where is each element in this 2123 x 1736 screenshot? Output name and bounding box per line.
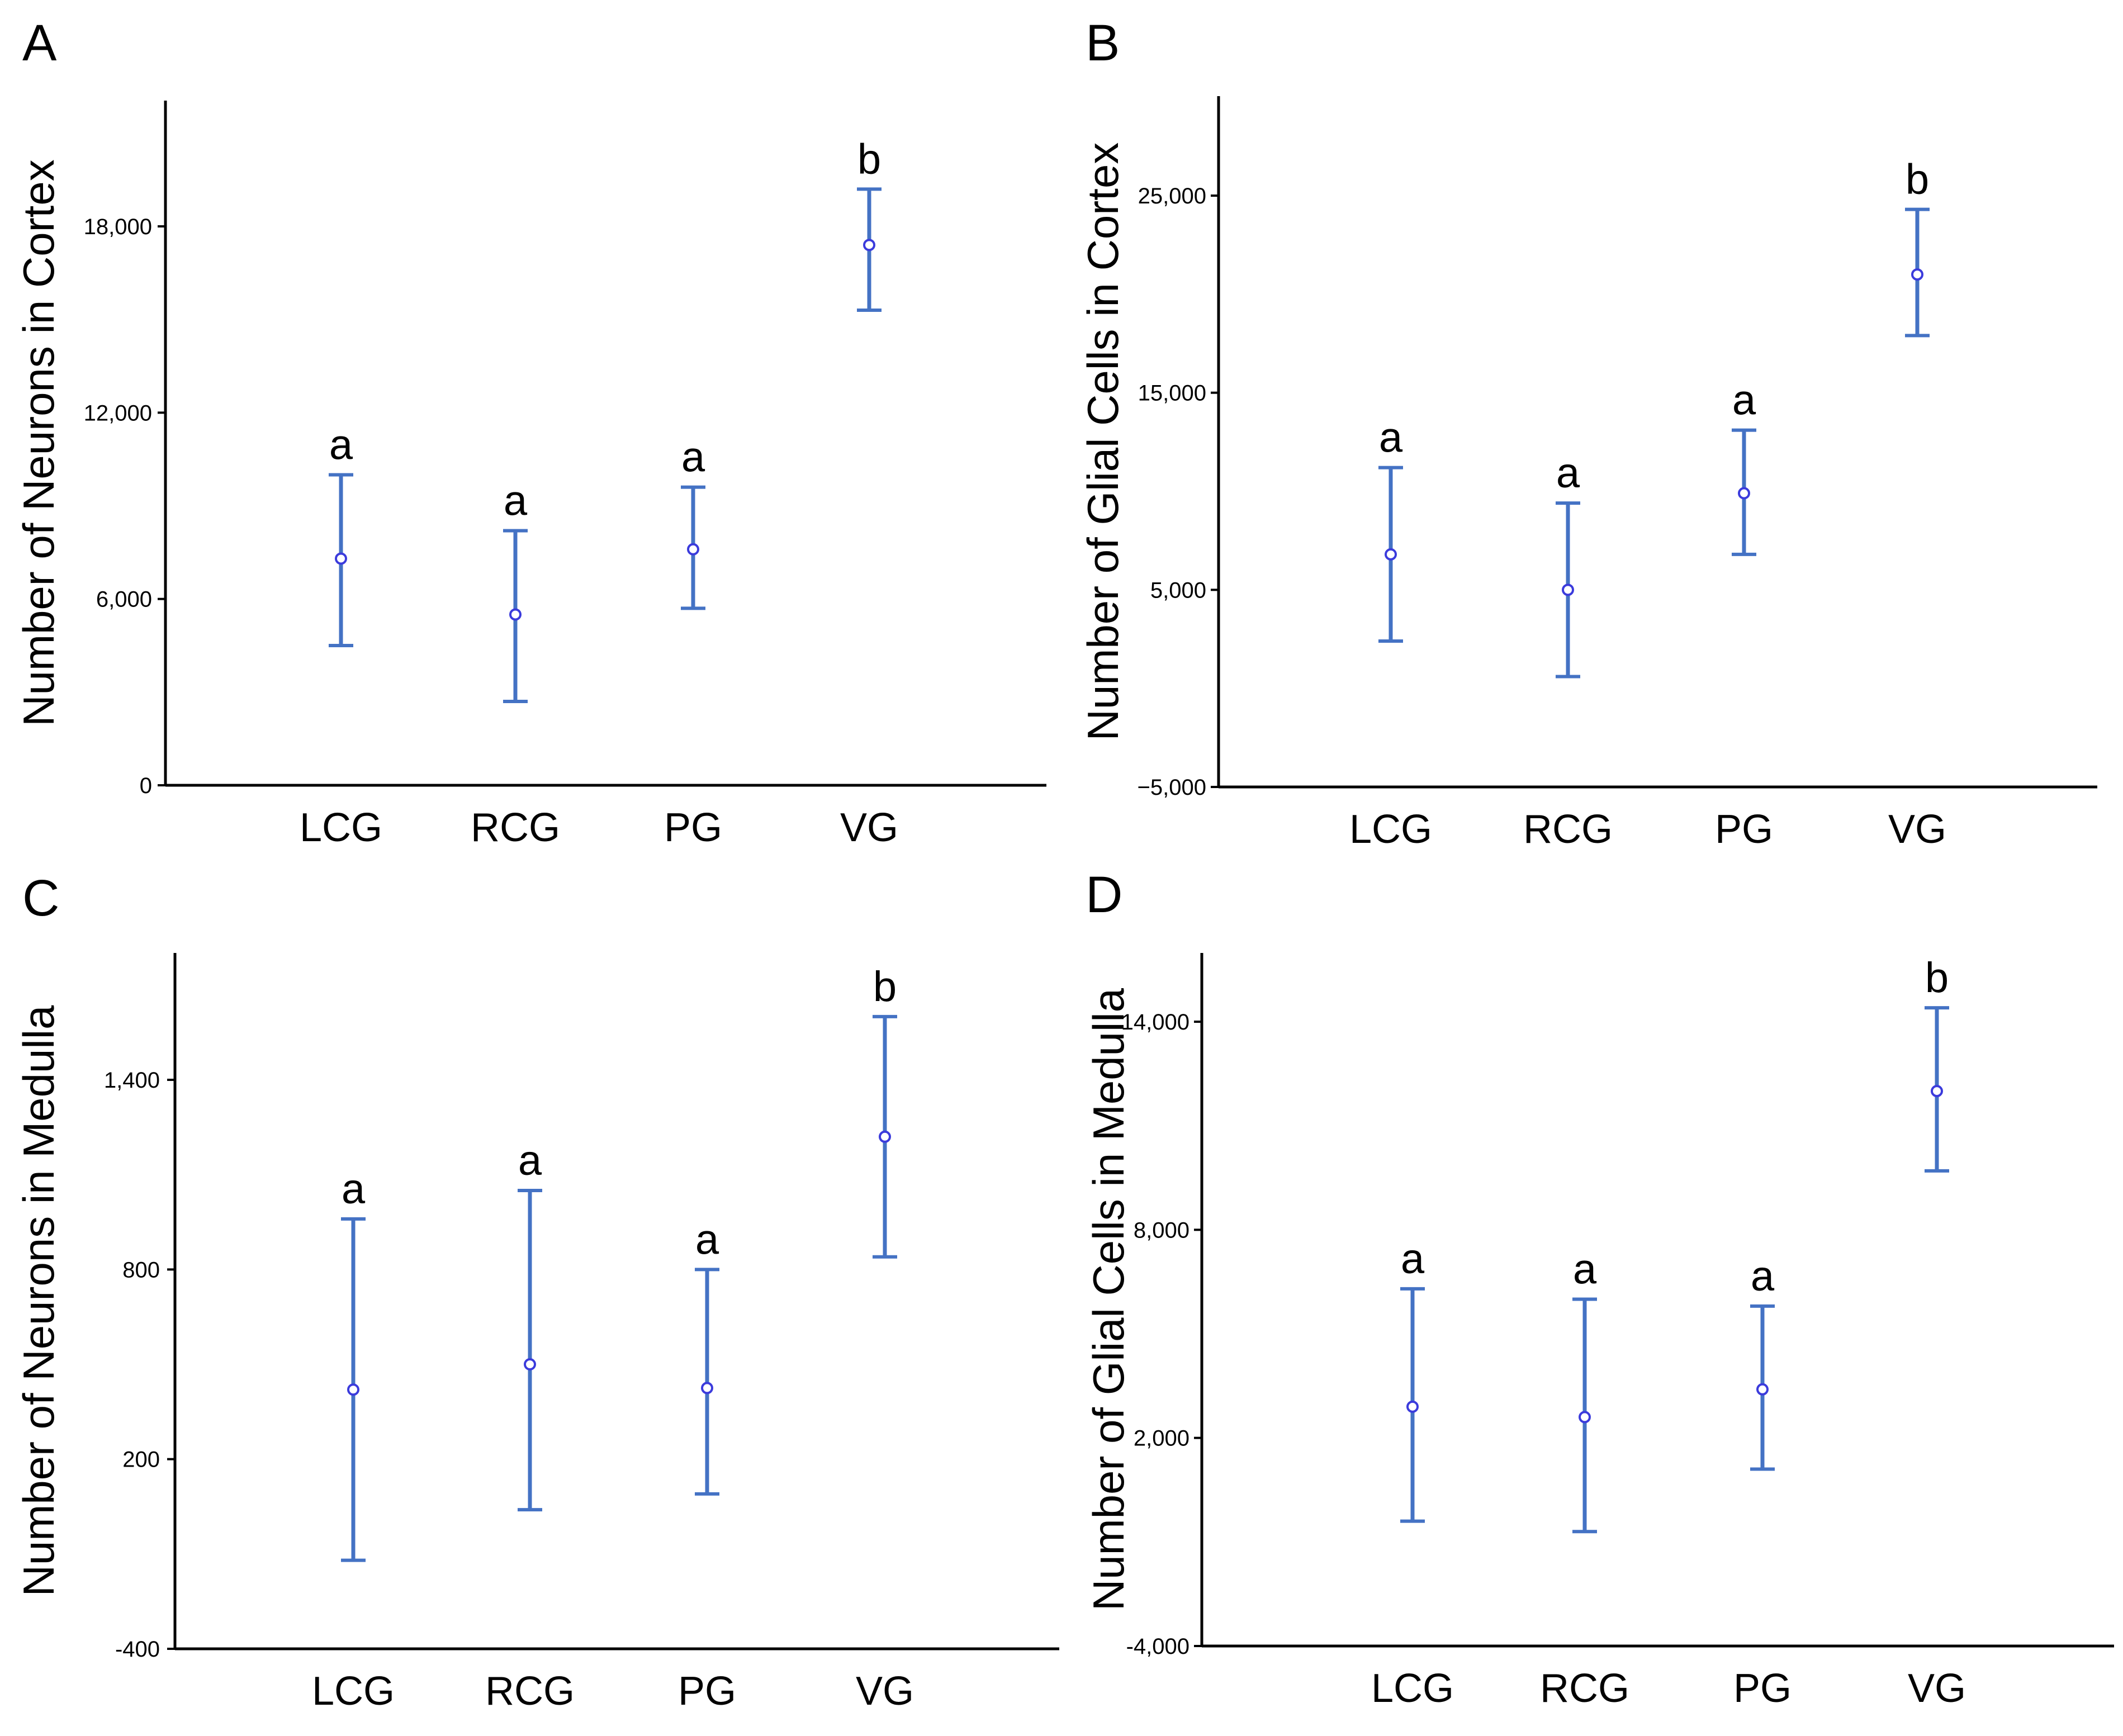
panel-a-mean-point-pg xyxy=(687,543,699,556)
panel-b-mean-point-lcg xyxy=(1385,548,1397,561)
panel-b-significance-label: b xyxy=(1906,156,1929,203)
panel-b-y-axis-title: Number of Glial Cells in Cortex xyxy=(1078,143,1127,741)
panel-b-category-label: LCG xyxy=(1349,807,1432,852)
panel-a-significance-label: a xyxy=(681,434,705,481)
panel-b-significance-label: a xyxy=(1556,449,1580,497)
panel-b-significance-label: a xyxy=(1379,414,1403,462)
panel-d-significance-label: a xyxy=(1573,1245,1597,1293)
panel-c-letter: C xyxy=(22,870,59,927)
panel-c-mean-point-lcg xyxy=(347,1383,359,1396)
panel-d-mean-point-pg xyxy=(1756,1383,1769,1396)
panel-a-category-label: LCG xyxy=(300,805,382,850)
panel-c-significance-label: a xyxy=(342,1165,366,1213)
panel-a-letter: A xyxy=(22,15,57,72)
panel-c-mean-point-vg xyxy=(879,1130,891,1143)
panel-d-category-label: LCG xyxy=(1371,1666,1454,1711)
panel-b-ytick-label: 15,000 xyxy=(1138,381,1206,406)
panel-b-letter: B xyxy=(1086,15,1120,72)
panel-a-y-axis-title: Number of Neurons in Cortex xyxy=(14,159,63,726)
panel-a-ytick-label: 12,000 xyxy=(84,401,152,425)
panel-d-letter: D xyxy=(1086,866,1122,923)
panel-a-significance-label: a xyxy=(504,477,528,524)
panel-a-category-label: VG xyxy=(840,805,898,850)
panel-d-significance-label: a xyxy=(1401,1235,1425,1283)
panel-c-ytick-label: 200 xyxy=(122,1448,160,1472)
panel-b-ytick-label: −5,000 xyxy=(1138,775,1206,800)
panel-b-category-label: PG xyxy=(1715,807,1773,852)
panel-d-category-label: RCG xyxy=(1540,1666,1629,1711)
panel-d-ytick-label: 14,000 xyxy=(1121,1010,1190,1035)
panel-d-ytick-label: 8,000 xyxy=(1134,1218,1190,1242)
panel-c-ytick-label: -400 xyxy=(115,1637,160,1662)
panel-d-category-label: PG xyxy=(1733,1666,1792,1711)
panel-c-category-label: LCG xyxy=(312,1669,395,1714)
panel-c-significance-label: a xyxy=(518,1137,542,1184)
panel-a-category-label: PG xyxy=(664,805,722,850)
panel-c-category-label: PG xyxy=(678,1669,736,1714)
panel-a-ytick-label: 18,000 xyxy=(84,215,152,239)
panel-d-ytick-label: 2,000 xyxy=(1134,1426,1190,1451)
panel-c-ytick-label: 1,400 xyxy=(104,1068,160,1093)
panel-c-category-label: RCG xyxy=(485,1669,575,1714)
panel-c-significance-label: b xyxy=(873,963,897,1011)
panel-c-ytick-label: 800 xyxy=(122,1258,160,1282)
panel-b-mean-point-vg xyxy=(1911,268,1923,281)
panel-d-y-axis-title: Number of Glial Cells in Medulla xyxy=(1084,988,1133,1611)
panel-d-ytick-label: -4,000 xyxy=(1126,1634,1190,1659)
panel-d-significance-label: a xyxy=(1751,1253,1775,1300)
panel-b-ytick-label: 25,000 xyxy=(1138,184,1206,208)
panel-b-mean-point-rcg xyxy=(1562,584,1574,596)
panel-d-mean-point-rcg xyxy=(1579,1411,1591,1424)
panel-d-category-label: VG xyxy=(1908,1666,1966,1711)
panel-c-y-axis-title: Number of Neurons in Medulla xyxy=(14,1005,63,1596)
panel-b-category-label: RCG xyxy=(1523,807,1613,852)
panel-c-category-label: VG xyxy=(856,1669,914,1714)
panel-b-mean-point-pg xyxy=(1738,487,1750,500)
panel-a-category-label: RCG xyxy=(471,805,560,850)
panel-d-mean-point-lcg xyxy=(1406,1400,1419,1413)
panel-d-significance-label: b xyxy=(1925,954,1949,1002)
panel-c-mean-point-rcg xyxy=(524,1358,536,1370)
panel-b-category-label: VG xyxy=(1888,807,1946,852)
panel-a-ytick-label: 6,000 xyxy=(96,587,152,612)
panel-a-ytick-label: 0 xyxy=(140,774,152,798)
panel-c-mean-point-pg xyxy=(701,1382,713,1395)
panel-a-mean-point-lcg xyxy=(335,552,347,565)
panel-b-significance-label: a xyxy=(1732,377,1756,424)
panel-a-significance-label: b xyxy=(857,135,881,183)
panel-a-mean-point-rcg xyxy=(509,608,522,621)
panel-a-mean-point-vg xyxy=(863,239,875,252)
panel-d-mean-point-vg xyxy=(1931,1085,1943,1098)
panel-c-significance-label: a xyxy=(695,1216,719,1263)
panel-a-significance-label: a xyxy=(329,421,353,468)
panel-b-ytick-label: 5,000 xyxy=(1150,578,1206,603)
